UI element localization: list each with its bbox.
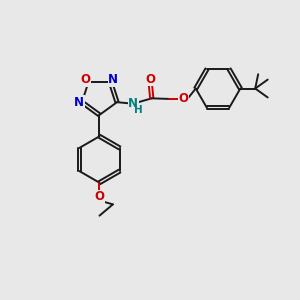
Text: O: O	[81, 73, 91, 86]
Text: O: O	[179, 92, 189, 105]
Text: N: N	[74, 96, 84, 109]
Text: H: H	[134, 105, 143, 115]
Text: O: O	[145, 73, 155, 85]
Text: N: N	[108, 73, 118, 86]
Text: N: N	[128, 97, 138, 110]
Text: O: O	[94, 190, 104, 203]
